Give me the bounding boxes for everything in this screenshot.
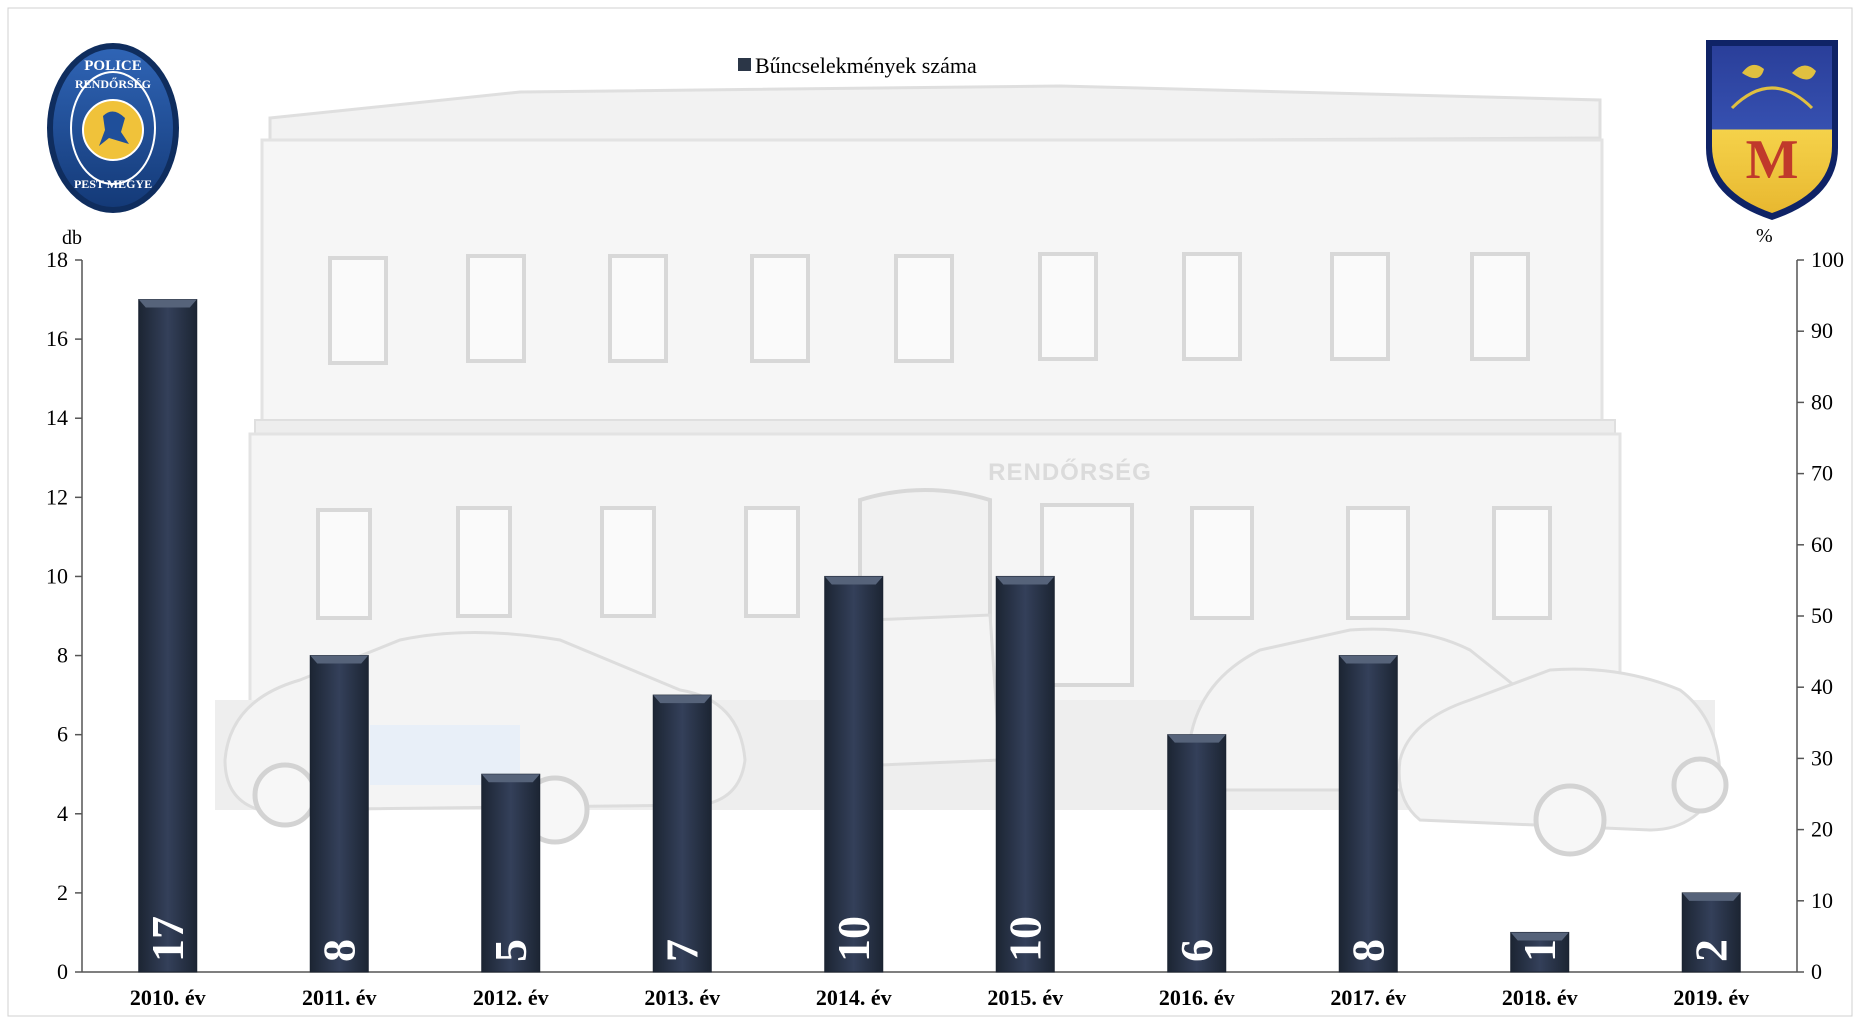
x-category-label: 2011. év: [302, 985, 377, 1010]
bar-value-label: 5: [485, 939, 536, 962]
y-axis-ticks: 0 2 4 6 8 10 12 14 16 18: [46, 247, 82, 984]
y-axis-unit: db: [62, 227, 82, 249]
bar-group: 10: [995, 575, 1055, 973]
bar: [309, 655, 369, 973]
bar: [652, 694, 712, 973]
bar: [1167, 734, 1227, 973]
y-tick-label: 0: [57, 959, 68, 984]
bar: [995, 575, 1055, 973]
legend-label: Bűncselekmények száma: [755, 53, 977, 78]
y2-tick-label: 0: [1811, 959, 1822, 984]
y-tick-label: 18: [46, 247, 68, 272]
bar: [1338, 655, 1398, 973]
x-category-label: 2014. év: [816, 985, 892, 1010]
bar-bevel: [1339, 655, 1398, 664]
bar-value-label: 8: [1342, 939, 1393, 962]
y2-tick-label: 80: [1811, 389, 1833, 414]
bar-bevel: [824, 576, 883, 585]
y-tick-label: 8: [57, 643, 68, 668]
bar-value-label: 10: [828, 916, 879, 962]
bar-value-label: 7: [656, 939, 707, 962]
bar-group: 8: [1338, 655, 1398, 973]
y-tick-label: 6: [57, 722, 68, 747]
chart-frame: [7, 7, 1853, 1017]
bar-bevel: [138, 299, 197, 308]
y2-tick-label: 20: [1811, 817, 1833, 842]
bar: [138, 299, 198, 973]
bar: [1681, 892, 1741, 973]
bar-group: 6: [1167, 734, 1227, 973]
bar: [824, 575, 884, 973]
y-tick-label: 4: [57, 801, 68, 826]
building-sign: RENDŐRSÉG: [988, 458, 1152, 486]
y2-tick-label: 10: [1811, 888, 1833, 913]
y2-tick-label: 30: [1811, 745, 1833, 770]
bar-value-label: 6: [1171, 939, 1222, 962]
bar-bevel: [1682, 892, 1741, 901]
y-tick-label: 16: [46, 326, 68, 351]
bar-group: 8: [309, 655, 369, 973]
police-logo-mid-text: RENDŐRSÉG: [75, 76, 151, 91]
y2-tick-label: 90: [1811, 318, 1833, 343]
police-building-background: RENDŐRSÉG: [215, 84, 1729, 857]
bar-value-label: 10: [999, 916, 1050, 962]
bar-value-label: 2: [1685, 939, 1736, 962]
x-category-label: 2012. év: [473, 985, 549, 1010]
y2-tick-label: 100: [1811, 247, 1844, 272]
y2-tick-label: 40: [1811, 674, 1833, 699]
bar-group: 1: [1510, 931, 1570, 973]
bar-bevel: [310, 655, 369, 664]
coat-of-arms-letter: M: [1746, 129, 1799, 191]
legend-swatch: [738, 58, 751, 71]
bar-value-label: 17: [142, 916, 193, 962]
y2-tick-label: 60: [1811, 532, 1833, 557]
bar-group: 10: [824, 575, 884, 973]
y2-axis-ticks: 0 10 20 30 40 50 60 70 80 90 100: [1797, 247, 1844, 984]
bar-bevel: [996, 576, 1055, 585]
bar-bevel: [481, 774, 540, 783]
x-category-label: 2018. év: [1502, 985, 1578, 1010]
bar-group: 5: [481, 773, 541, 973]
police-logo-top-text: POLICE: [84, 58, 142, 74]
bar-value-label: 1: [1514, 939, 1565, 962]
bar-group: 2: [1681, 892, 1741, 973]
bars: 17 8 5 7 10 10 6 8 1 2: [138, 299, 1741, 973]
x-category-label: 2016. év: [1159, 985, 1235, 1010]
bar-bevel: [1167, 734, 1226, 743]
bar-bevel: [653, 695, 712, 704]
x-category-label: 2015. év: [987, 985, 1063, 1010]
y2-axis-unit: %: [1756, 225, 1773, 247]
x-category-label: 2017. év: [1330, 985, 1406, 1010]
y-tick-label: 12: [46, 484, 68, 509]
y2-tick-label: 70: [1811, 461, 1833, 486]
bar-group: 7: [652, 694, 712, 973]
police-logo-bottom-text: PEST MEGYE: [74, 177, 152, 191]
x-category-label: 2013. év: [644, 985, 720, 1010]
category-labels: 2010. év 2011. év 2012. év 2013. év 2014. év…: [130, 985, 1749, 1010]
police-badge-icon: POLICE RENDŐRSÉG PEST MEGYE: [47, 43, 179, 213]
bar-group: 17: [138, 299, 198, 973]
x-category-label: 2019. év: [1673, 985, 1749, 1010]
chart-legend: Bűncselekmények száma: [738, 53, 977, 78]
bar-value-label: 8: [313, 939, 364, 962]
y-tick-label: 14: [46, 405, 68, 430]
y2-tick-label: 50: [1811, 603, 1833, 628]
x-category-label: 2010. év: [130, 985, 206, 1010]
bar-bevel: [1510, 932, 1569, 941]
coat-of-arms-icon: M: [1706, 40, 1838, 220]
y-tick-label: 2: [57, 880, 68, 905]
y-tick-label: 10: [46, 563, 68, 588]
